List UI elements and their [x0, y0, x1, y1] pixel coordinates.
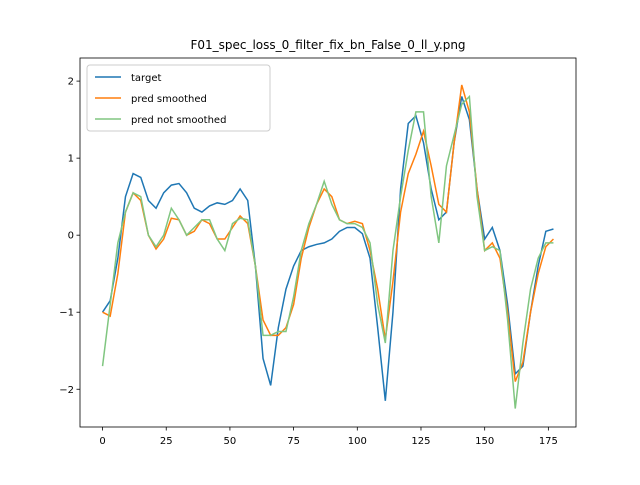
- x-tick-label: 75: [287, 436, 300, 447]
- x-tick-label: 175: [539, 436, 558, 447]
- x-tick-label: 100: [348, 436, 367, 447]
- x-tick-label: 150: [475, 436, 494, 447]
- series-line: [101, 94, 554, 409]
- y-tick-label: −2: [59, 385, 74, 396]
- legend-label: target: [131, 73, 161, 84]
- x-tick-label: 50: [224, 436, 237, 447]
- y-tick-label: 0: [68, 231, 74, 242]
- legend-label: pred not smoothed: [131, 115, 226, 126]
- x-tick-label: 0: [99, 436, 105, 447]
- legend-box: [86, 64, 271, 132]
- legend-label: pred smoothed: [131, 94, 207, 105]
- x-tick-label: 125: [411, 436, 430, 447]
- y-tick-label: 1: [68, 154, 74, 165]
- plot-frame: [79, 57, 577, 428]
- y-tick-label: −1: [59, 308, 74, 319]
- y-tick-label: 2: [68, 77, 74, 88]
- x-tick-label: 25: [160, 436, 173, 447]
- chart-title: F01_spec_loss_0_filter_fix_bn_False_0_ll…: [190, 38, 465, 52]
